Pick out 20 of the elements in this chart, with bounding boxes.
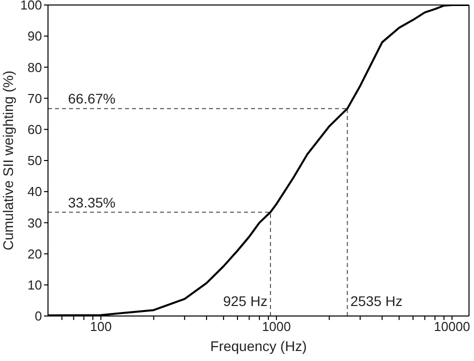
x-tick-label: 10000 [434, 319, 470, 334]
y-tick-label: 60 [28, 122, 42, 138]
ref-line-label: 33.35% [68, 194, 116, 210]
ref-line-label: 66.67% [68, 90, 116, 107]
ref-line-label: 2535 Hz [350, 293, 402, 309]
y-tick-label: 40 [28, 184, 42, 200]
x-tick-label: 100 [90, 319, 112, 334]
x-axis-title: Frequency (Hz) [210, 338, 307, 354]
y-tick-label: 30 [28, 215, 42, 230]
y-tick-label: 10 [28, 278, 42, 293]
x-tick-label: 1000 [262, 319, 291, 334]
y-tick-label: 100 [20, 0, 42, 13]
ref-line-label: 925 Hz [223, 293, 268, 309]
y-tick-label: 0 [34, 308, 42, 324]
y-tick-label: 20 [28, 246, 42, 262]
y-tick-label: 80 [28, 60, 42, 75]
y-tick-label: 90 [28, 28, 42, 44]
y-tick-label: 50 [28, 153, 42, 168]
y-axis-title: Cumulative SII weighting (%) [0, 70, 16, 250]
y-tick-label: 70 [28, 90, 42, 106]
